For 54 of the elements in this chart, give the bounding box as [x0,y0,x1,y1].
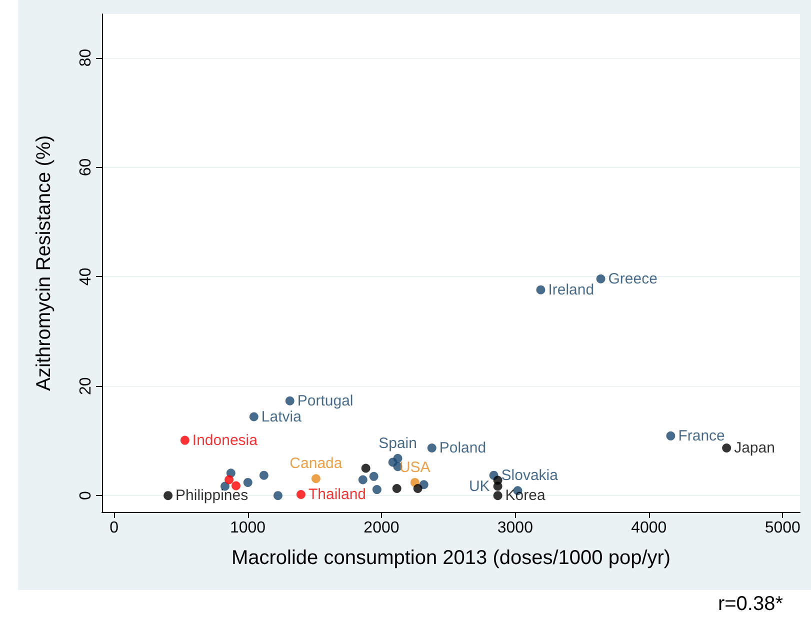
point [296,490,306,499]
data-label: Poland [439,439,486,456]
y-tick-label: 80 [78,48,94,67]
point [369,472,378,481]
point [493,491,502,500]
point [285,396,294,406]
point [361,464,370,473]
x-axis-title: Macrolide consumption 2013 (doses/1000 pop/yr) [231,547,671,569]
y-tick-label: 0 [78,491,94,500]
point [311,474,320,484]
x-tick-label: 5000 [764,520,801,536]
x-tick-label: 4000 [631,520,667,536]
point [427,443,436,452]
data-label: Ireland [548,281,594,298]
data-label: Canada [290,455,343,472]
y-axis-title: Azithromycin Resistance (%) [33,135,55,391]
data-label: Portugal [297,392,354,410]
point [224,475,234,484]
data-label: France [678,427,725,444]
point [180,436,190,445]
point [164,491,173,500]
data-label: Korea [505,487,546,504]
point [249,412,258,422]
point [596,274,606,284]
point [392,484,402,493]
data-label: Japan [734,439,775,456]
point [493,482,502,491]
point [413,484,422,493]
data-label: Thailand [308,486,366,503]
point [358,475,368,484]
point [243,478,252,487]
point [666,431,676,440]
y-tick-label: 20 [78,377,94,396]
data-label: Spain [378,434,417,452]
text: r=0.38* [718,593,784,615]
point [393,454,402,463]
y-tick-label: 60 [78,158,94,176]
point [536,285,546,294]
point [273,491,282,500]
x-tick-label: 2000 [364,520,400,536]
data-label: Indonesia [192,432,258,449]
x-tick-label: 0 [110,520,119,536]
data-label: USA [399,458,430,476]
point [259,470,268,480]
y-tick-label: 40 [78,268,94,286]
x-tick-label: 3000 [497,520,534,536]
data-label: Slovakia [501,466,559,484]
point [372,485,382,494]
x-tick-label: 1000 [230,520,266,536]
data-label: Greece [608,270,658,288]
data-label: Philippines [176,487,248,504]
annotation: UK [468,478,490,495]
point [722,443,732,452]
data-label: Latvia [261,408,302,426]
